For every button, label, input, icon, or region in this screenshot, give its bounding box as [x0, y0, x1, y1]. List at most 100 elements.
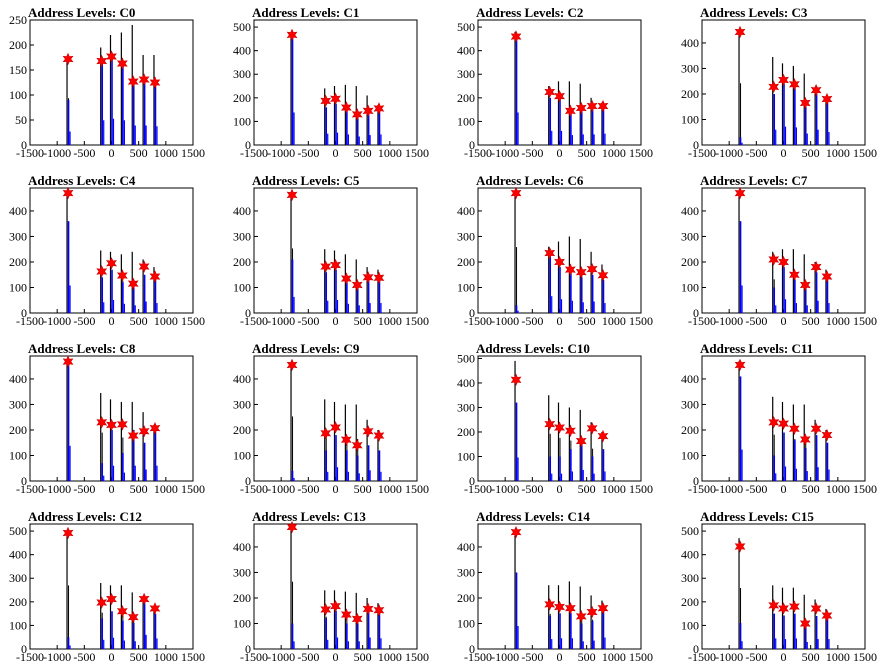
y-tick-label: 100: [9, 448, 27, 462]
y-tick-label: 400: [9, 372, 27, 386]
level-marker: [810, 422, 822, 435]
level-marker: [62, 186, 74, 200]
x-tick-label: 0: [781, 482, 787, 496]
x-tick-label: 1500: [853, 314, 877, 328]
y-tick-label: 400: [681, 36, 699, 50]
x-tick-label: 0: [557, 314, 563, 328]
x-tick-label: 1500: [629, 650, 653, 664]
x-tick-label: -1500: [688, 482, 716, 496]
y-tick-label: 300: [457, 67, 475, 81]
panel-c9: Address Levels: C9 0 100 200 300 400 -1500 -100…: [233, 341, 429, 496]
x-tick-label: -500: [745, 146, 767, 160]
x-tick-label: 1000: [154, 146, 178, 160]
y-tick-label: 200: [681, 255, 699, 269]
y-tick-label: 0: [245, 474, 251, 488]
y-tick-label: 0: [21, 138, 27, 152]
panel-c4: Address Levels: C4 0 100 200 300 400 -1500 -100…: [9, 173, 205, 328]
level-marker: [768, 80, 780, 94]
x-tick-label: 1500: [853, 146, 877, 160]
y-tick-label: 0: [21, 474, 27, 488]
panel-c13: Address Levels: C13 0 100 200 300 400 -1500 -10…: [233, 509, 429, 664]
y-tick-label: 0: [469, 138, 475, 152]
y-tick-label: 200: [457, 91, 475, 105]
y-tick-label: 200: [233, 423, 251, 437]
x-tick-label: 1500: [405, 146, 429, 160]
level-marker: [799, 278, 811, 292]
panel-c1: Address Levels: C10100200300400500-1500-…: [233, 5, 429, 160]
y-tick-label: 100: [681, 618, 699, 632]
level-marker: [510, 373, 522, 387]
y-tick-label: 100: [457, 280, 475, 294]
level-marker: [286, 520, 298, 534]
level-marker: [330, 599, 341, 613]
x-tick-label: -1000: [267, 314, 295, 328]
level-marker: [734, 186, 746, 200]
x-tick-label: 1000: [154, 314, 178, 328]
y-tick-label: 100: [9, 280, 27, 294]
x-tick-label: 500: [130, 146, 148, 160]
x-tick-label: 0: [109, 146, 115, 160]
level-marker: [320, 94, 332, 108]
x-tick-label: 500: [354, 314, 372, 328]
y-tick-label: 200: [681, 423, 699, 437]
y-tick-label: 400: [233, 44, 251, 58]
level-marker: [138, 425, 150, 438]
x-tick-label: -1500: [16, 482, 44, 496]
level-marker: [320, 427, 332, 440]
y-tick-label: 300: [9, 229, 27, 243]
level-marker: [564, 424, 576, 438]
x-tick-label: 500: [802, 314, 820, 328]
y-tick-label: 200: [457, 425, 475, 439]
level-marker: [362, 271, 374, 284]
level-marker: [138, 73, 150, 86]
y-tick-label: 300: [233, 67, 251, 81]
y-tick-label: 150: [9, 63, 27, 77]
level-marker: [810, 260, 822, 274]
level-marker: [149, 421, 161, 435]
y-tick-label: 0: [245, 138, 251, 152]
level-marker: [554, 89, 565, 103]
level-marker: [510, 525, 522, 539]
x-tick-label: -1000: [43, 482, 71, 496]
level-marker: [564, 104, 576, 118]
x-tick-label: 1500: [405, 650, 429, 664]
x-tick-label: -1000: [43, 146, 71, 160]
x-tick-label: 0: [333, 146, 339, 160]
x-tick-label: -1000: [267, 482, 295, 496]
panel-c7: Address Levels: C7 0 100 200 300 400 -1500 -100…: [681, 173, 877, 328]
y-tick-label: 400: [457, 376, 475, 390]
y-tick-label: 200: [9, 255, 27, 269]
level-marker: [821, 428, 833, 442]
x-tick-label: -500: [521, 146, 543, 160]
level-marker: [138, 592, 150, 606]
panel-c2: Address Levels: C20100200300400500-1500-…: [457, 5, 653, 160]
level-marker: [340, 433, 352, 446]
level-marker: [116, 57, 128, 70]
x-tick-label: 1000: [602, 482, 626, 496]
x-tick-label: -1500: [688, 650, 716, 664]
y-tick-label: 300: [233, 397, 251, 411]
x-tick-label: -1000: [715, 314, 743, 328]
x-tick-label: -500: [297, 146, 319, 160]
level-marker: [127, 610, 139, 624]
level-marker: [127, 429, 139, 442]
level-marker: [330, 421, 341, 434]
level-marker: [554, 255, 565, 269]
level-marker: [330, 92, 341, 106]
x-tick-label: 0: [333, 314, 339, 328]
y-tick-label: 500: [457, 351, 475, 365]
y-tick-label: 100: [457, 449, 475, 463]
x-tick-label: -500: [521, 650, 543, 664]
level-marker: [116, 605, 128, 618]
level-marker: [362, 602, 374, 616]
x-tick-label: 1500: [405, 314, 429, 328]
y-tick-label: 300: [233, 229, 251, 243]
panel-title: Address Levels: C2: [476, 5, 583, 20]
level-marker: [340, 608, 352, 621]
y-tick-label: 400: [457, 44, 475, 58]
y-tick-label: 0: [245, 306, 251, 320]
y-tick-label: 200: [681, 87, 699, 101]
x-tick-label: -1000: [491, 482, 519, 496]
level-marker: [810, 602, 822, 615]
panel-c11: Address Levels: C11 0 100 200 300 400 -1500 -10…: [681, 341, 877, 496]
